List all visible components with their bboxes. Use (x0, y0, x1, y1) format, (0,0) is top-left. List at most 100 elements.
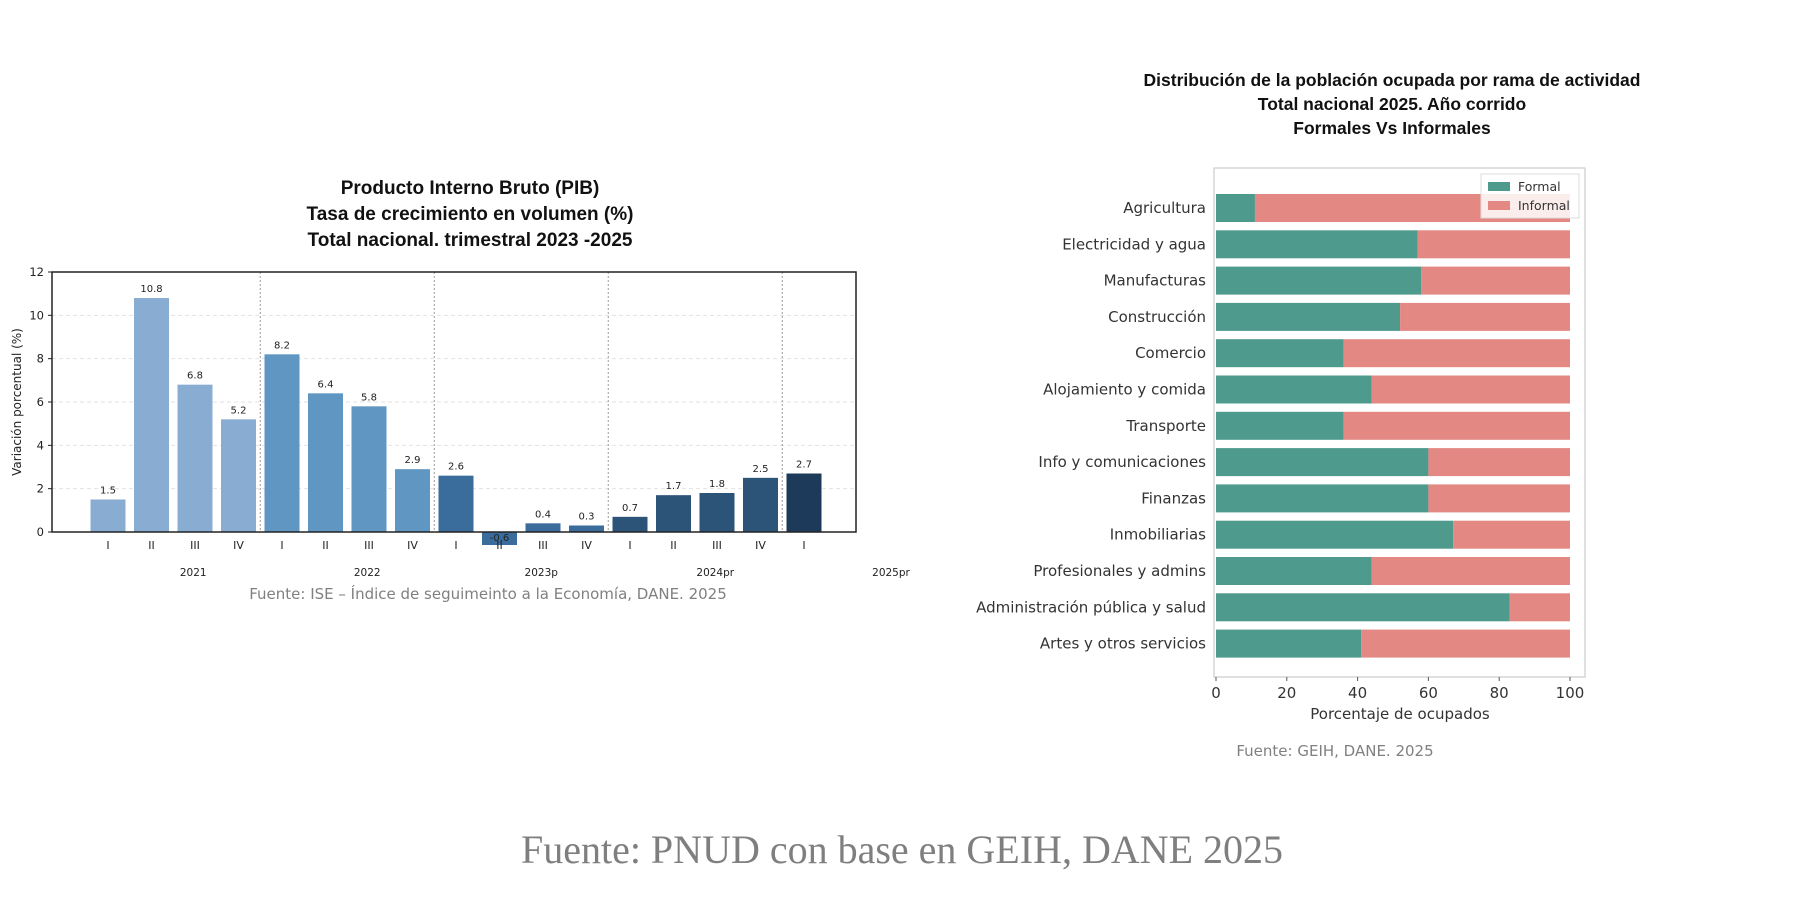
pib-bar (612, 516, 648, 532)
pib-x-tick-label: I (802, 539, 805, 552)
occ-bar-formal (1216, 230, 1418, 259)
occ-bar-informal (1421, 266, 1570, 295)
pib-x-tick-label: I (454, 539, 457, 552)
pib-value-label: 8.2 (274, 340, 290, 351)
pib-x-tick-label: II (670, 539, 677, 552)
occ-category-label: Comercio (1135, 344, 1206, 362)
pib-x-tick-label: IV (233, 539, 244, 552)
occ-bar-informal (1343, 411, 1570, 440)
pib-year-separators (259, 272, 783, 532)
pib-y-axis-label: Variación porcentual (%) (10, 328, 24, 476)
occ-category-label: Agricultura (1123, 199, 1206, 217)
pib-y-tick-label: 12 (29, 265, 44, 279)
pib-title-line-3: Total nacional. trimestral 2023 -2025 (308, 230, 633, 251)
pib-source: Fuente: ISE – Índice de seguimeinto a la… (249, 584, 727, 603)
occ-title-line-1: Distribución de la población ocupada por… (1144, 70, 1641, 90)
pib-x-tick-label: III (190, 539, 200, 552)
legend-swatch-formal (1488, 182, 1510, 191)
occ-x-tick-label: 100 (1556, 684, 1585, 702)
occ-x-tick-label: 40 (1348, 684, 1367, 702)
pib-value-label: 5.2 (231, 405, 247, 416)
occ-x-ticks: 0 20 40 60 80 100 (1211, 677, 1584, 702)
occ-category-label: Inmobiliarias (1110, 526, 1206, 544)
pib-x-tick-label: IV (407, 539, 418, 552)
occ-plot-frame (1213, 167, 1586, 678)
pib-chart: Producto Interno Bruto (PIB) Tasa de cre… (10, 178, 911, 603)
pib-year-label: 2022 (354, 567, 381, 579)
occ-x-tick-label: 60 (1419, 684, 1438, 702)
occ-bar-formal (1216, 339, 1344, 368)
figure-footer-source: Fuente: PNUD con base en GEIH, DANE 2025 (520, 827, 1284, 872)
pib-bar (264, 354, 300, 532)
pib-x-tick-label: IV (581, 539, 592, 552)
pib-x-tick-label: III (538, 539, 548, 552)
occ-bar-informal (1428, 484, 1570, 513)
pib-y-tick-label: 2 (37, 482, 44, 496)
occ-bar-informal (1417, 230, 1570, 259)
pib-x-tick-label: I (280, 539, 283, 552)
occ-category-label: Profesionales y admins (1033, 562, 1206, 580)
pib-x-tick-label: I (106, 539, 109, 552)
occ-legend: Formal Informal (1480, 173, 1580, 219)
pib-year-label: 2021 (180, 567, 207, 579)
occ-bar-informal (1343, 339, 1570, 368)
pib-value-labels: 1.5 10.8 6.8 5.2 8.2 6.4 5.8 2.9 2.6 -0.6 0.4 0.3 0.… (100, 284, 812, 544)
pib-bar (177, 384, 213, 532)
occ-bar-formal (1216, 194, 1255, 222)
pib-y-tick-label: 4 (37, 438, 44, 452)
occ-x-axis-label: Porcentaje de ocupados (1310, 705, 1490, 723)
occ-bar-formal (1216, 411, 1344, 440)
occ-category-label: Info y comunicaciones (1038, 453, 1206, 471)
occ-bar-informal (1361, 629, 1570, 658)
pib-bar (221, 419, 256, 532)
pib-bar (482, 532, 517, 545)
legend-label-informal: Informal (1518, 198, 1570, 213)
pib-x-tick-label: II (496, 539, 503, 552)
pib-value-label: -0.6 (490, 533, 510, 544)
pib-y-tick-label: 8 (37, 352, 44, 366)
occ-bar-informal (1400, 302, 1570, 331)
occ-bar-formal (1216, 484, 1429, 513)
pib-x-ticks: I II III IV I II III IV I II III IV I II III IV I (106, 539, 805, 552)
pib-x-tick-label: II (148, 539, 155, 552)
pib-value-label: 0.3 (579, 512, 595, 523)
pib-bar (786, 473, 822, 532)
pib-year-labels: 2021 2022 2023p 2024pr 2025pr (180, 567, 911, 579)
pib-bar (395, 469, 430, 532)
legend-swatch-informal (1488, 201, 1510, 210)
occupation-chart: Distribución de la población ocupada por… (976, 70, 1640, 760)
occ-bar-formal (1216, 629, 1362, 658)
pib-value-label: 2.9 (405, 455, 421, 466)
pib-bar (308, 393, 343, 532)
pib-y-tick-label: 0 (37, 525, 44, 539)
occ-category-label: Artes y otros servicios (1040, 635, 1206, 653)
pib-y-tick-label: 6 (37, 395, 44, 409)
occ-bar-formal (1216, 266, 1422, 295)
pib-bar (351, 406, 387, 532)
occ-legend-box (1480, 173, 1580, 219)
occ-category-label: Manufacturas (1104, 272, 1207, 290)
pib-bar (134, 298, 169, 532)
occ-bar-informal (1428, 448, 1570, 477)
occ-bar-informal (1371, 375, 1570, 404)
pib-value-label: 2.7 (796, 460, 812, 471)
pib-bar (525, 523, 561, 532)
pib-x-tick-label: III (364, 539, 374, 552)
occ-bars (1216, 194, 1570, 658)
pib-year-label: 2023p (525, 567, 559, 579)
pib-value-label: 6.4 (318, 379, 334, 390)
pib-x-tick-label: III (712, 539, 722, 552)
pib-value-label: 2.5 (753, 464, 769, 475)
pib-value-label: 5.8 (361, 392, 377, 403)
pib-bar (699, 493, 735, 532)
occ-title-line-2: Total nacional 2025. Año corrido (1258, 94, 1526, 114)
pib-value-label: 10.8 (140, 284, 162, 295)
pib-bars (90, 298, 822, 545)
occ-bar-formal (1216, 375, 1372, 404)
occ-category-label: Construcción (1108, 308, 1206, 326)
pib-y-ticks: 0 2 4 6 8 10 12 (29, 265, 52, 539)
occ-category-label: Electricidad y agua (1062, 235, 1206, 253)
occ-x-tick-label: 80 (1490, 684, 1509, 702)
pib-y-tick-label: 10 (29, 308, 44, 322)
occ-category-label: Transporte (1125, 417, 1206, 435)
